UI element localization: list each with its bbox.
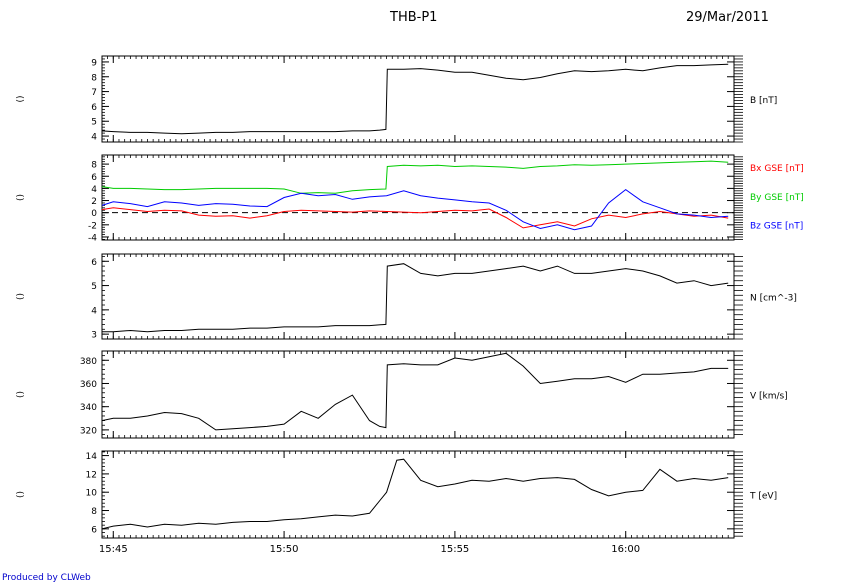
y-tick-label: 9 — [91, 58, 97, 68]
panel-2: -4 -2 0 2 4 6 8 () Bx GSE [nT] By GSE [nT] Bz GSE … — [16, 154, 804, 243]
panel-frame — [101, 253, 735, 340]
panel-unit-label: () — [16, 194, 26, 201]
y-tick-label: 4 — [91, 306, 97, 316]
series-line-1 — [101, 352, 729, 431]
footer-credit: Produced by CLWeb — [2, 573, 91, 583]
y-tick-label: 5 — [91, 118, 97, 128]
x-tick-label: 16:00 — [611, 544, 640, 555]
series-line-3 — [101, 188, 729, 231]
x-tick-label: 15:55 — [440, 544, 469, 555]
y-axis-label: Bx GSE [nT] — [750, 164, 804, 174]
panel-unit-label: () — [16, 95, 26, 102]
y-tick-label: 7 — [91, 88, 97, 98]
series-line-1 — [101, 63, 729, 135]
y-axis-label: Bz GSE [nT] — [750, 222, 803, 232]
y-tick-label: 8 — [91, 73, 97, 83]
y-tick-label: 10 — [86, 489, 98, 499]
x-tick-label: 15:50 — [270, 544, 299, 555]
y-tick-label: 8 — [91, 161, 97, 171]
y-tick-label: 320 — [80, 426, 97, 436]
y-tick-label: -2 — [88, 221, 97, 231]
series-line-2 — [101, 160, 729, 194]
panel-frame — [101, 450, 735, 539]
y-tick-label: 6 — [91, 173, 97, 183]
panel-1: 4 5 6 7 8 9 () B [nT] — [16, 55, 777, 143]
y-tick-label: 380 — [80, 357, 97, 367]
y-tick-label: 4 — [91, 185, 97, 195]
series-line-1 — [101, 458, 729, 530]
y-tick-label: 14 — [86, 452, 98, 462]
y-tick-label: 5 — [91, 282, 97, 292]
series-line-1 — [101, 207, 729, 229]
panel-frame — [101, 55, 735, 143]
y-tick-label: -4 — [88, 233, 97, 243]
y-axis-label: V [km/s] — [750, 392, 788, 402]
y-tick-label: 6 — [91, 258, 97, 268]
panel-5: 6 8 10 12 14 () T [eV] 15:45 15:50 15:55 16:00 — [16, 450, 777, 555]
series-line-1 — [102, 263, 729, 333]
y-axis-label: N [cm^-3] — [750, 294, 797, 304]
y-tick-label: 8 — [91, 507, 97, 517]
panel-unit-label: () — [16, 391, 26, 398]
y-tick-label: 340 — [80, 403, 97, 413]
y-tick-label: 6 — [91, 525, 97, 535]
panel-3: 3 4 5 6 () N [cm^-3] — [16, 253, 797, 341]
date-label: 29/Mar/2011 — [686, 10, 769, 25]
y-axis-label: T [eV] — [749, 492, 777, 502]
x-tick-label: 15:45 — [99, 544, 128, 555]
instrument-title: THB-P1 — [390, 10, 438, 25]
y-axis-label: By GSE [nT] — [750, 193, 804, 203]
y-tick-label: 360 — [80, 380, 97, 390]
panel-frame — [101, 350, 735, 439]
y-tick-label: 2 — [91, 197, 97, 207]
y-tick-label: 0 — [91, 209, 97, 219]
y-tick-label: 3 — [91, 331, 97, 341]
panel-unit-label: () — [16, 293, 26, 300]
panel-4: 320 340 360 380 () V [km/s] — [16, 350, 788, 439]
panel-frame — [101, 154, 735, 241]
y-tick-label: 4 — [91, 133, 97, 143]
y-tick-label: 6 — [91, 103, 97, 113]
y-tick-label: 12 — [86, 470, 97, 480]
y-axis-label: B [nT] — [750, 96, 777, 106]
panel-unit-label: () — [16, 491, 26, 498]
